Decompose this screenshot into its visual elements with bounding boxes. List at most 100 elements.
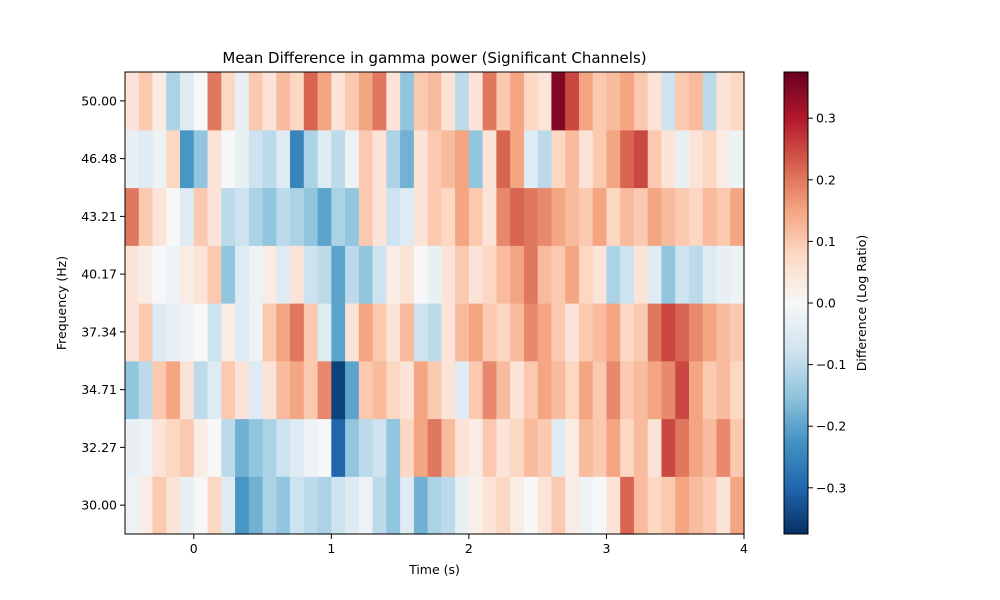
heatmap-cell [730, 476, 745, 535]
heatmap-cell [193, 303, 209, 362]
colorbar-tick-label: −0.3 [816, 480, 846, 495]
heatmap-cell [537, 187, 553, 246]
heatmap-cell [647, 476, 663, 535]
heatmap-cell [688, 418, 704, 477]
y-tick-label: 50.00 [81, 93, 117, 108]
heatmap-cell [702, 303, 718, 362]
heatmap-cell [152, 418, 167, 477]
heatmap-cell [372, 187, 387, 246]
heatmap-cell [152, 245, 167, 304]
heatmap-cell [441, 303, 456, 362]
heatmap-cell [578, 418, 594, 477]
heatmap-cell [386, 245, 401, 304]
heatmap-cell [303, 187, 319, 246]
heatmap-cell [166, 476, 181, 535]
colorbar-tick-label: −0.2 [816, 419, 846, 434]
heatmap-cell [482, 187, 497, 246]
colorbar [783, 71, 809, 535]
heatmap-cell [620, 129, 635, 189]
heatmap-cell [633, 187, 649, 246]
heatmap-cell [166, 72, 181, 131]
heatmap-cell [358, 129, 374, 189]
heatmap-cell [661, 245, 676, 304]
heatmap-cell [358, 476, 374, 535]
heatmap-cell [248, 476, 264, 535]
heatmap-cell [317, 418, 332, 477]
heatmap-cell [592, 245, 608, 304]
heatmap-cell [386, 418, 401, 477]
heatmap-cell [455, 245, 470, 304]
heatmap-cell [592, 360, 608, 420]
heatmap-cell [262, 476, 277, 535]
heatmap-cell [372, 418, 387, 477]
heatmap-cell [730, 418, 745, 477]
heatmap-cell [730, 72, 745, 131]
heatmap-cell [413, 72, 429, 131]
heatmap-cell [606, 129, 621, 189]
heatmap-cell [303, 303, 319, 362]
heatmap-cell [372, 303, 387, 362]
colorbar-tick-label: 0.0 [816, 296, 836, 311]
heatmap-cell [290, 476, 305, 535]
heatmap-cell [221, 72, 236, 131]
heatmap-cell [510, 360, 525, 420]
heatmap-cell [455, 476, 470, 535]
x-tick-label: 2 [465, 541, 473, 556]
heatmap-cell [633, 303, 649, 362]
heatmap-cell [125, 245, 140, 304]
heatmap-cell [427, 245, 442, 304]
heatmap-cell [441, 129, 456, 189]
heatmap-cell [661, 129, 676, 189]
colorbar-ticks: −0.3 −0.2 −0.1 0.0 0.1 0.2 0.3 [808, 111, 846, 495]
heatmap-cell [620, 476, 635, 535]
heatmap-cell [331, 476, 346, 535]
heatmap-cell [193, 72, 209, 131]
heatmap-cell [578, 72, 594, 131]
heatmap-cell [730, 187, 745, 246]
heatmap-cell [276, 245, 291, 304]
heatmap-cell [166, 245, 181, 304]
heatmap-cell [248, 129, 264, 189]
heatmap-cell [482, 418, 497, 477]
heatmap-cell [358, 303, 374, 362]
heatmap-cell [730, 360, 745, 420]
heatmap-cell [647, 245, 663, 304]
heatmap-cell [675, 245, 690, 304]
heatmap-cell [235, 187, 250, 246]
heatmap-cell [551, 418, 566, 477]
heatmap-cell [372, 245, 387, 304]
heatmap-cell [413, 418, 429, 477]
heatmap-cell [386, 303, 401, 362]
colorbar-label: Difference (Log Ratio) [854, 235, 869, 372]
heatmap-cell [221, 187, 236, 246]
heatmap-cell [193, 187, 209, 246]
heatmap-cell [331, 245, 346, 304]
heatmap-cell [688, 72, 704, 131]
heatmap-cell [400, 72, 415, 131]
heatmap-cell [496, 418, 511, 477]
heatmap-cell [207, 129, 222, 189]
heatmap-cell [138, 129, 154, 189]
heatmap-cell [276, 72, 291, 131]
heatmap-cell [400, 187, 415, 246]
heatmap-cell [138, 245, 154, 304]
heatmap-cell [565, 360, 580, 420]
heatmap-cell [152, 187, 167, 246]
heatmap-cell [468, 72, 484, 131]
heatmap-cell [235, 72, 250, 131]
heatmap-cell [331, 418, 346, 477]
colorbar-tick-label: −0.1 [816, 357, 846, 372]
heatmap-cell [675, 187, 690, 246]
heatmap-cell [262, 187, 277, 246]
heatmap-cell [675, 129, 690, 189]
heatmap-cell [413, 245, 429, 304]
heatmap-cell [468, 476, 484, 535]
heatmap-cell [248, 245, 264, 304]
heatmap-cell [400, 303, 415, 362]
heatmap-cell [633, 129, 649, 189]
heatmap-cell [661, 303, 676, 362]
heatmap-cell [317, 129, 332, 189]
heatmap-cell [702, 418, 718, 477]
y-tick-label: 40.17 [81, 267, 117, 282]
heatmap-cell [510, 303, 525, 362]
